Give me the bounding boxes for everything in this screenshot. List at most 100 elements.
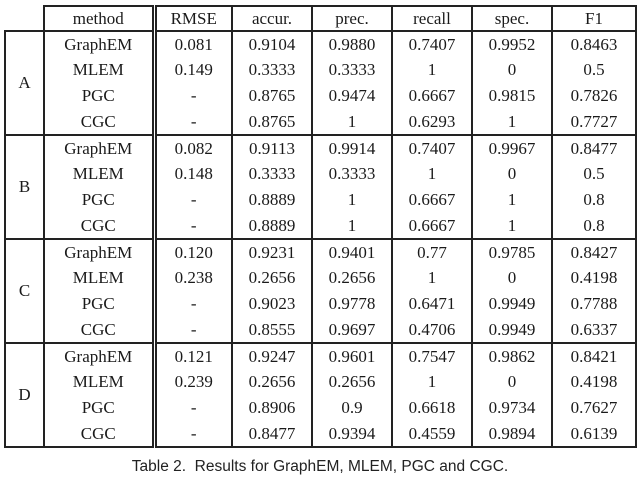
table-row: MLEM 0.148 0.3333 0.3333 1 0 0.5 <box>5 161 637 187</box>
method-cell: PGC <box>43 187 157 213</box>
accur-cell: 0.8906 <box>231 395 313 421</box>
table-row: CGC - 0.8477 0.9394 0.4559 0.9894 0.6139 <box>5 421 637 448</box>
results-table: method RMSE accur. prec. recall spec. F1… <box>4 5 637 448</box>
rmse-cell: - <box>153 83 233 109</box>
recall-cell: 0.6667 <box>391 83 473 109</box>
prec-cell: 0.2656 <box>311 369 393 395</box>
accur-cell: 0.8765 <box>231 83 313 109</box>
rmse-cell: 0.121 <box>153 342 233 369</box>
accur-cell: 0.2656 <box>231 369 313 395</box>
rmse-cell: - <box>153 317 233 343</box>
col-header-prec: prec. <box>311 5 393 32</box>
method-cell: GraphEM <box>43 238 157 265</box>
f1-cell: 0.6139 <box>551 421 637 448</box>
spec-cell: 1 <box>471 213 553 239</box>
recall-cell: 0.4559 <box>391 421 473 448</box>
table-row: MLEM 0.238 0.2656 0.2656 1 0 0.4198 <box>5 265 637 291</box>
accur-cell: 0.3333 <box>231 57 313 83</box>
rmse-cell: 0.238 <box>153 265 233 291</box>
table-row: PGC - 0.9023 0.9778 0.6471 0.9949 0.7788 <box>5 291 637 317</box>
f1-cell: 0.7788 <box>551 291 637 317</box>
prec-cell: 1 <box>311 187 393 213</box>
spec-cell: 0.9815 <box>471 83 553 109</box>
method-cell: MLEM <box>43 369 157 395</box>
recall-cell: 1 <box>391 265 473 291</box>
table-caption: Table 2. Results for GraphEM, MLEM, PGC … <box>131 458 509 475</box>
table-row: PGC - 0.8889 1 0.6667 1 0.8 <box>5 187 637 213</box>
method-cell: GraphEM <box>43 342 157 369</box>
method-cell: CGC <box>43 213 157 239</box>
accur-cell: 0.8765 <box>231 109 313 135</box>
f1-cell: 0.8427 <box>551 238 637 265</box>
spec-cell: 1 <box>471 187 553 213</box>
method-cell: CGC <box>43 317 157 343</box>
spec-cell: 0.9894 <box>471 421 553 448</box>
col-header-spec: spec. <box>471 5 553 32</box>
rmse-cell: 0.082 <box>153 134 233 161</box>
rmse-cell: 0.239 <box>153 369 233 395</box>
f1-cell: 0.5 <box>551 161 637 187</box>
f1-cell: 0.7627 <box>551 395 637 421</box>
table-row: MLEM 0.149 0.3333 0.3333 1 0 0.5 <box>5 57 637 83</box>
rmse-cell: 0.120 <box>153 238 233 265</box>
table-row: CGC - 0.8555 0.9697 0.4706 0.9949 0.6337 <box>5 317 637 343</box>
col-header-f1: F1 <box>551 5 637 32</box>
recall-cell: 0.7407 <box>391 30 473 57</box>
f1-cell: 0.4198 <box>551 265 637 291</box>
accur-cell: 0.9023 <box>231 291 313 317</box>
f1-cell: 0.8 <box>551 187 637 213</box>
group-label-d: D <box>4 342 45 448</box>
spec-cell: 0.9785 <box>471 238 553 265</box>
recall-cell: 0.6667 <box>391 187 473 213</box>
method-cell: CGC <box>43 421 157 448</box>
rmse-cell: 0.081 <box>153 30 233 57</box>
recall-cell: 1 <box>391 161 473 187</box>
accur-cell: 0.3333 <box>231 161 313 187</box>
col-header-recall: recall <box>391 5 473 32</box>
spec-cell: 0.9967 <box>471 134 553 161</box>
recall-cell: 0.6618 <box>391 395 473 421</box>
spec-cell: 0.9949 <box>471 317 553 343</box>
table-row: CGC - 0.8765 1 0.6293 1 0.7727 <box>5 109 637 135</box>
f1-cell: 0.7826 <box>551 83 637 109</box>
rmse-cell: - <box>153 213 233 239</box>
recall-cell: 0.4706 <box>391 317 473 343</box>
prec-cell: 0.9697 <box>311 317 393 343</box>
accur-cell: 0.8555 <box>231 317 313 343</box>
prec-cell: 0.9 <box>311 395 393 421</box>
rmse-cell: - <box>153 421 233 448</box>
prec-cell: 1 <box>311 213 393 239</box>
f1-cell: 0.7727 <box>551 109 637 135</box>
rmse-cell: 0.148 <box>153 161 233 187</box>
prec-cell: 0.9914 <box>311 134 393 161</box>
accur-cell: 0.9104 <box>231 30 313 57</box>
table-row: C GraphEM 0.120 0.9231 0.9401 0.77 0.978… <box>4 238 637 344</box>
rmse-cell: - <box>153 187 233 213</box>
f1-cell: 0.5 <box>551 57 637 83</box>
accur-cell: 0.9231 <box>231 238 313 265</box>
prec-cell: 0.3333 <box>311 161 393 187</box>
method-cell: MLEM <box>43 265 157 291</box>
recall-cell: 1 <box>391 57 473 83</box>
method-cell: GraphEM <box>43 30 157 57</box>
prec-cell: 0.9401 <box>311 238 393 265</box>
method-cell: GraphEM <box>43 134 157 161</box>
prec-cell: 0.2656 <box>311 265 393 291</box>
method-cell: PGC <box>43 83 157 109</box>
spec-cell: 0 <box>471 161 553 187</box>
table-row: PGC - 0.8906 0.9 0.6618 0.9734 0.7627 <box>5 395 637 421</box>
accur-cell: 0.2656 <box>231 265 313 291</box>
f1-cell: 0.8463 <box>551 30 637 57</box>
prec-cell: 0.9778 <box>311 291 393 317</box>
table-row: D GraphEM 0.121 0.9247 0.9601 0.7547 0.9… <box>4 342 637 448</box>
prec-cell: 0.3333 <box>311 57 393 83</box>
f1-cell: 0.8 <box>551 213 637 239</box>
rmse-cell: - <box>153 395 233 421</box>
method-cell: MLEM <box>43 57 157 83</box>
table-row: MLEM 0.239 0.2656 0.2656 1 0 0.4198 <box>5 369 637 395</box>
f1-cell: 0.8477 <box>551 134 637 161</box>
recall-cell: 0.7407 <box>391 134 473 161</box>
prec-cell: 0.9474 <box>311 83 393 109</box>
prec-cell: 0.9601 <box>311 342 393 369</box>
